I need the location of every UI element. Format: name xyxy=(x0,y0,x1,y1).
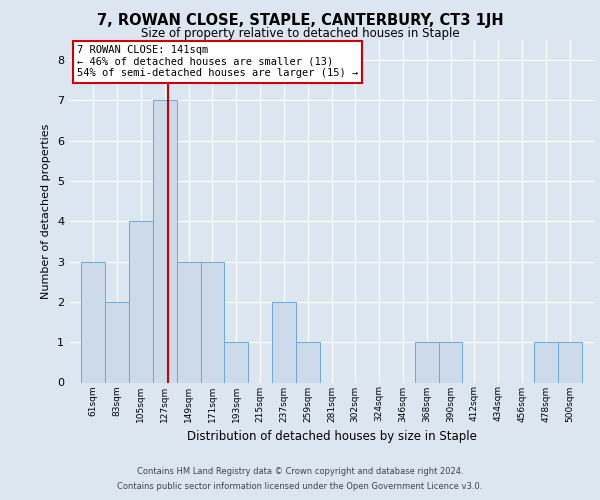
Text: Contains public sector information licensed under the Open Government Licence v3: Contains public sector information licen… xyxy=(118,482,482,491)
Bar xyxy=(129,222,152,382)
X-axis label: Distribution of detached houses by size in Staple: Distribution of detached houses by size … xyxy=(187,430,476,443)
Bar xyxy=(81,262,105,382)
Bar xyxy=(439,342,463,382)
Bar xyxy=(415,342,439,382)
Bar xyxy=(296,342,320,382)
Bar xyxy=(176,262,200,382)
Bar xyxy=(558,342,582,382)
Text: Contains HM Land Registry data © Crown copyright and database right 2024.: Contains HM Land Registry data © Crown c… xyxy=(137,467,463,476)
Bar xyxy=(200,262,224,382)
Bar xyxy=(272,302,296,382)
Bar xyxy=(152,100,176,382)
Bar xyxy=(224,342,248,382)
Text: 7, ROWAN CLOSE, STAPLE, CANTERBURY, CT3 1JH: 7, ROWAN CLOSE, STAPLE, CANTERBURY, CT3 … xyxy=(97,12,503,28)
Bar xyxy=(105,302,129,382)
Text: Size of property relative to detached houses in Staple: Size of property relative to detached ho… xyxy=(140,28,460,40)
Y-axis label: Number of detached properties: Number of detached properties xyxy=(41,124,52,299)
Text: 7 ROWAN CLOSE: 141sqm
← 46% of detached houses are smaller (13)
54% of semi-deta: 7 ROWAN CLOSE: 141sqm ← 46% of detached … xyxy=(77,45,358,78)
Bar xyxy=(534,342,558,382)
